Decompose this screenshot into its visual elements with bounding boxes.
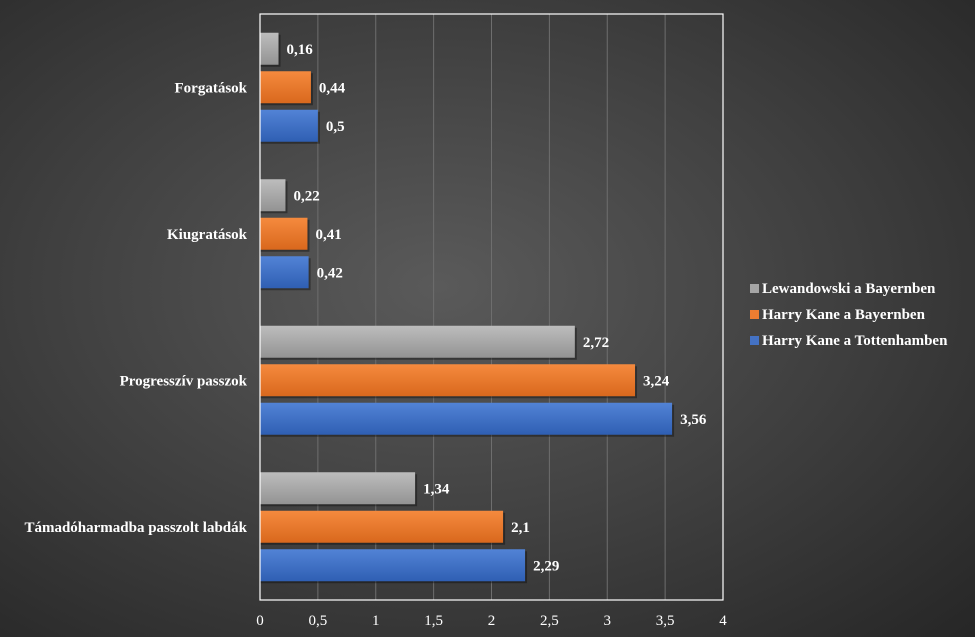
data-label: 3,56: [680, 412, 707, 428]
bar: [260, 179, 286, 212]
data-label: 1,34: [423, 481, 450, 497]
legend-entry: Lewandowski a Bayernben: [762, 281, 936, 297]
category-label: Támadóharmadba passzolt labdák: [24, 520, 247, 536]
x-tick-label: 1: [372, 613, 380, 629]
legend-entry: Harry Kane a Tottenhamben: [762, 333, 948, 349]
x-tick-label: 2,5: [540, 613, 559, 629]
bar: [260, 364, 636, 397]
data-label: 2,29: [533, 558, 559, 574]
data-label: 3,24: [643, 373, 670, 389]
x-tick-labels: 0 0,5 1 1,5 2 2,5 3 3,5 4: [256, 613, 727, 629]
bar: [260, 109, 318, 142]
data-label: 0,41: [315, 227, 341, 243]
data-label: 0,16: [287, 42, 314, 58]
gridlines: [317, 14, 666, 600]
data-label: 0,42: [317, 265, 343, 281]
data-label: 0,22: [293, 188, 319, 204]
x-tick-label: 0: [256, 613, 264, 629]
x-tick-label: 3: [604, 613, 612, 629]
x-tick-label: 4: [719, 613, 727, 629]
bars: [260, 32, 675, 584]
bar: [260, 472, 416, 505]
x-tick-label: 1,5: [424, 613, 443, 629]
bar: [260, 71, 311, 104]
legend-swatch: [750, 284, 759, 293]
x-tick-label: 0,5: [309, 613, 328, 629]
data-label: 2,1: [511, 520, 530, 536]
x-tick-label: 3,5: [656, 613, 675, 629]
category-labels: Forgatások Kiugratások Progresszív passzok…: [24, 80, 247, 536]
data-label: 2,72: [583, 335, 609, 351]
bar: [260, 32, 279, 65]
bar: [260, 402, 673, 435]
bar: [260, 217, 308, 250]
legend: Lewandowski a Bayernben Harry Kane a Baye…: [750, 281, 948, 349]
legend-entry: Harry Kane a Bayernben: [762, 307, 926, 323]
plot-area-border: [259, 13, 724, 601]
category-label: Kiugratások: [167, 227, 248, 243]
bar: [260, 325, 575, 358]
bar: [260, 510, 504, 543]
x-tick-label: 2: [488, 613, 496, 629]
legend-swatch: [750, 336, 759, 345]
data-label: 0,5: [326, 119, 345, 135]
bar: [260, 549, 526, 582]
legend-swatch: [750, 310, 759, 319]
data-label: 0,44: [319, 80, 346, 96]
category-label: Forgatások: [175, 80, 248, 96]
bar: [260, 256, 309, 289]
category-label: Progresszív passzok: [120, 373, 248, 389]
data-labels: 0,16 0,44 0,5 0,22 0,41 0,42 2,72 3,24 3,56 1,34 2…: [287, 42, 707, 575]
